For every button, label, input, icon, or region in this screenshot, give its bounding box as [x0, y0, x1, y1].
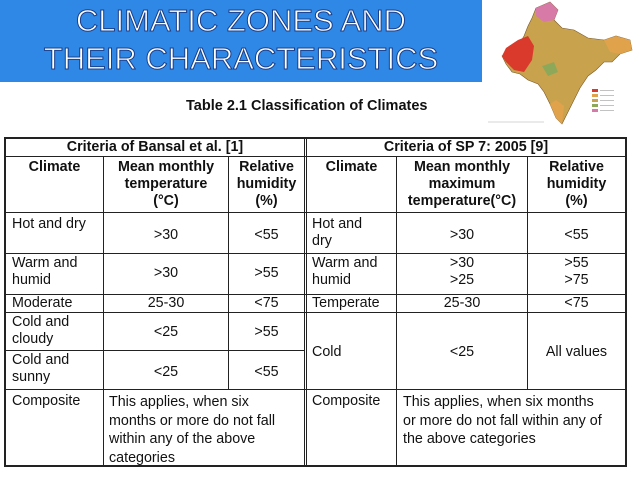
row-line [6, 389, 625, 390]
table-cell: Hot and dry [12, 216, 86, 232]
table-cell: >30 [153, 227, 179, 243]
right-col-rh: Relative humidity (%) [546, 159, 607, 209]
table-cell: Hot and dry [312, 216, 363, 249]
col-line [103, 156, 104, 389]
table-cell: <75 [564, 295, 589, 311]
table-caption: Table 2.1 Classification of Climates [186, 98, 428, 114]
table-cell: Warm and humid [312, 255, 378, 288]
slide-title-line-1: CLIMATIC ZONES AND [75, 3, 407, 38]
left-group-header: Criteria of Bansal et al. [1] [66, 139, 244, 155]
row-line [6, 212, 625, 213]
table-cell: 25-30 [443, 295, 481, 311]
table-cell: Cold and cloudy [12, 314, 70, 347]
table-cell: <55 [254, 227, 279, 243]
table-cell: >30 [449, 227, 475, 243]
col-line [396, 156, 397, 389]
table-cell: This applies, when six months or more do… [403, 394, 602, 447]
col-line [103, 389, 104, 465]
col-line [396, 389, 397, 465]
row-line [6, 156, 625, 157]
table-cell: Cold [312, 344, 342, 360]
right-col-temp: Mean monthly maximum temperature(°C) [407, 159, 517, 209]
table-cell: Cold and sunny [12, 352, 70, 385]
classification-table: Criteria of Bansal et al. [1] Criteria o… [4, 137, 627, 467]
row-line [6, 350, 304, 351]
left-col-climate: Climate [28, 159, 81, 175]
table-divider [306, 139, 307, 465]
table-cell: Composite [312, 393, 381, 409]
table-cell: >30 >25 [449, 255, 475, 288]
table-cell: >55 [254, 265, 279, 281]
left-col-temp: Mean monthly temperature (°C) [117, 159, 215, 209]
india-climate-map-icon [488, 1, 633, 125]
table-cell: Composite [12, 393, 81, 409]
table-cell: <55 [564, 227, 589, 243]
table-cell: Moderate [12, 295, 73, 311]
right-col-climate: Climate [325, 159, 378, 175]
table-cell: Temperate [312, 295, 380, 311]
table-cell: >30 [153, 265, 179, 281]
right-group-header: Criteria of SP 7: 2005 [9] [383, 139, 549, 155]
table-cell: <25 [153, 324, 179, 340]
col-line [527, 156, 528, 389]
table-cell: Warm and humid [12, 255, 78, 288]
row-line [6, 253, 625, 254]
row-line [6, 312, 625, 313]
table-cell: >55 [254, 324, 279, 340]
table-cell: >55 >75 [564, 255, 589, 288]
table-cell: <75 [254, 295, 279, 311]
col-line [228, 156, 229, 389]
table-cell: All values [545, 344, 608, 360]
table-cell: <55 [254, 364, 279, 380]
table-cell: <25 [153, 364, 179, 380]
table-divider [304, 139, 305, 465]
table-cell: 25-30 [147, 295, 185, 311]
row-line [6, 294, 625, 295]
table-cell: This applies, when six months or more do… [109, 394, 276, 466]
slide-title-line-2: THEIR CHARACTERISTICS [43, 41, 439, 76]
table-cell: <25 [449, 344, 475, 360]
left-col-rh: Relative humidity (%) [236, 159, 297, 209]
title-banner: CLIMATIC ZONES AND THEIR CHARACTERISTICS [0, 0, 482, 82]
